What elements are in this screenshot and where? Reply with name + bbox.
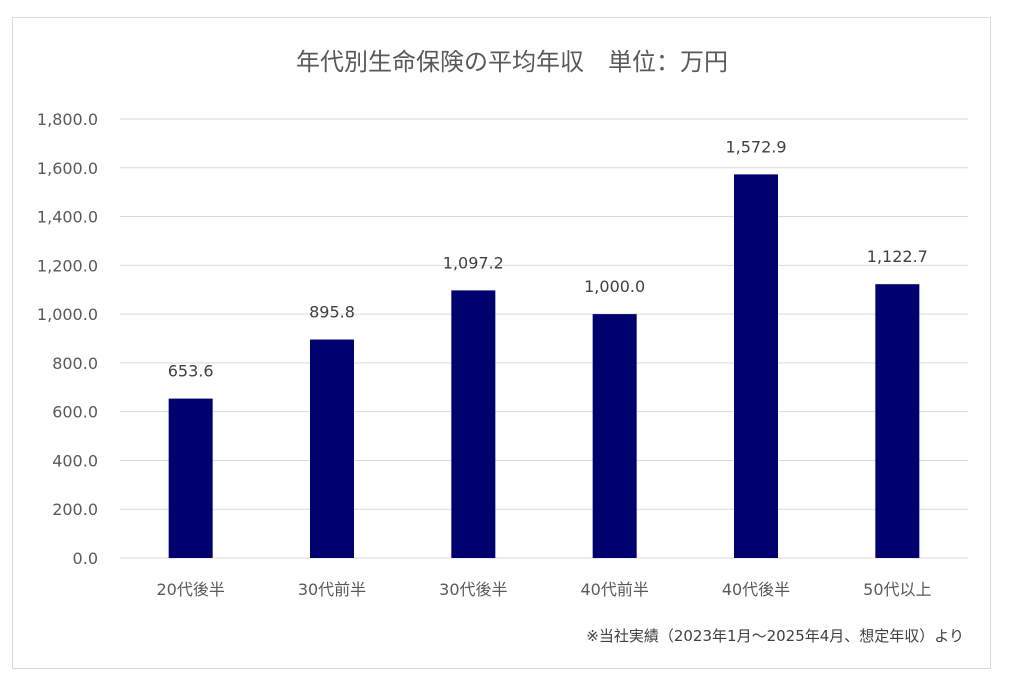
x-tick-label: 30代前半 xyxy=(298,580,366,599)
data-label: 1,122.7 xyxy=(867,247,928,266)
source-footnote: ※当社実績（2023年1月～2025年4月、想定年収）より xyxy=(586,627,964,645)
y-tick-label: 0.0 xyxy=(73,549,98,568)
data-label: 1,000.0 xyxy=(584,277,645,296)
bar xyxy=(875,284,920,558)
x-tick-label: 30代後半 xyxy=(439,580,507,599)
x-axis-ticks: 20代後半 30代前半 30代後半 40代前半 40代後半 50代以上 xyxy=(156,580,931,599)
bars xyxy=(168,174,920,559)
x-tick-label: 50代以上 xyxy=(863,580,931,599)
bar xyxy=(451,290,496,558)
data-label: 895.8 xyxy=(309,303,355,322)
y-tick-label: 800.0 xyxy=(52,354,98,373)
x-tick-label: 40代前半 xyxy=(580,580,648,599)
data-label: 653.6 xyxy=(168,362,214,381)
y-tick-label: 200.0 xyxy=(52,500,98,519)
chart-title: 年代別生命保険の平均年収 単位：万円 xyxy=(296,48,728,76)
bar xyxy=(168,398,213,558)
chart-frame xyxy=(12,17,991,669)
y-tick-label: 1,200.0 xyxy=(37,256,98,275)
y-tick-label: 1,600.0 xyxy=(37,159,98,178)
data-label: 1,572.9 xyxy=(725,137,786,156)
bar xyxy=(734,174,778,559)
y-tick-label: 600.0 xyxy=(52,403,98,422)
bar xyxy=(592,314,637,558)
gridlines xyxy=(120,118,968,559)
y-tick-label: 1,800.0 xyxy=(37,110,98,129)
bar xyxy=(310,339,354,558)
data-label: 1,097.2 xyxy=(443,253,504,272)
y-tick-label: 400.0 xyxy=(52,451,98,470)
x-tick-label: 20代後半 xyxy=(156,580,224,599)
y-tick-label: 1,000.0 xyxy=(37,305,98,324)
y-axis-ticks: 0.0 200.0 400.0 600.0 800.0 1,000.0 1,200.0 1,4… xyxy=(37,110,98,568)
data-labels: 653.6 895.8 1,097.2 1,000.0 1,572.9 1,122.7 xyxy=(168,137,928,380)
x-tick-label: 40代後半 xyxy=(722,580,790,599)
y-tick-label: 1,400.0 xyxy=(37,208,98,227)
